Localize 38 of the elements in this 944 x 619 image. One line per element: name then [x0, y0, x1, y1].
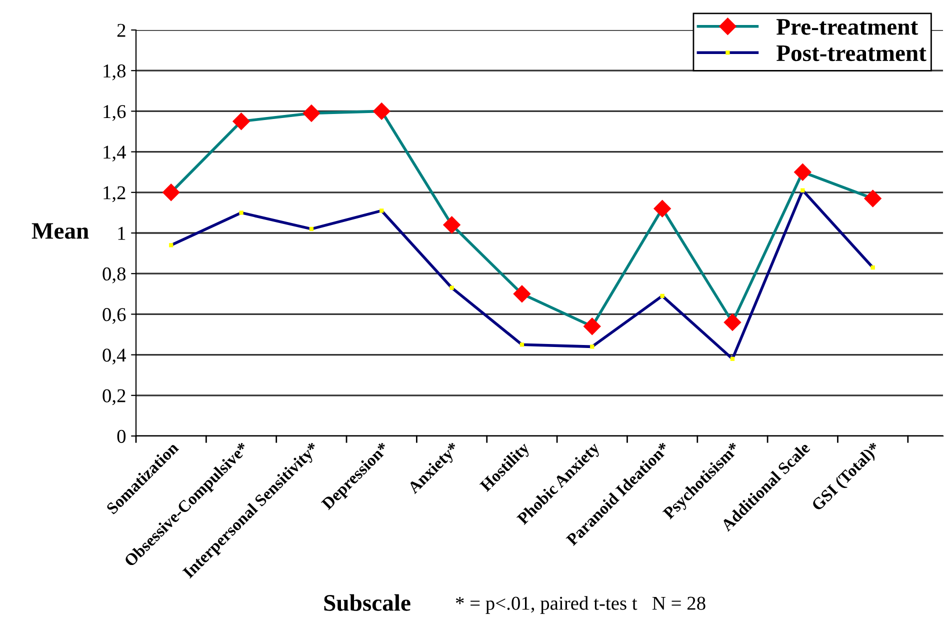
text: * = p<.01, paired t-tes t N = 28: [456, 596, 706, 614]
y-tick-label: 1,2: [104, 186, 126, 202]
point: [162, 184, 180, 202]
point: [169, 243, 174, 248]
point: [372, 102, 390, 120]
y-tick-label: 0,8: [102, 267, 126, 284]
point: [442, 216, 461, 234]
point: [653, 200, 672, 218]
point: [800, 188, 805, 192]
y-tick-label: 1,4: [104, 146, 126, 162]
y-tick-label: 0: [117, 430, 126, 443]
point: [583, 318, 601, 336]
point: [232, 112, 250, 130]
point: [380, 208, 384, 213]
y-tick-label: 0,2: [102, 389, 126, 406]
y-tick-label: 1: [118, 226, 126, 240]
point: [590, 344, 594, 349]
legend-label: Post-treatment: [776, 45, 926, 62]
point: [730, 356, 735, 361]
point: [302, 104, 320, 122]
point: [520, 342, 524, 347]
point: [870, 265, 875, 270]
y-tick-label: 0,4: [102, 348, 126, 365]
point: [660, 294, 664, 298]
point: [309, 226, 314, 232]
y-tick-label: 1,6: [104, 105, 126, 121]
point: [794, 163, 812, 181]
point: [864, 190, 882, 208]
point: [513, 285, 531, 303]
x-axis-title: Subscale: [324, 594, 410, 611]
point: [724, 313, 742, 332]
y-tick-label: 2: [117, 24, 126, 37]
point: [239, 210, 244, 215]
y-tick-label: 1,8: [104, 64, 126, 80]
legend-label: Pre-treatment: [776, 19, 918, 35]
point: [450, 286, 454, 290]
y-axis-title: Mean: [32, 223, 89, 239]
y-tick-label: 0,6: [102, 308, 126, 324]
